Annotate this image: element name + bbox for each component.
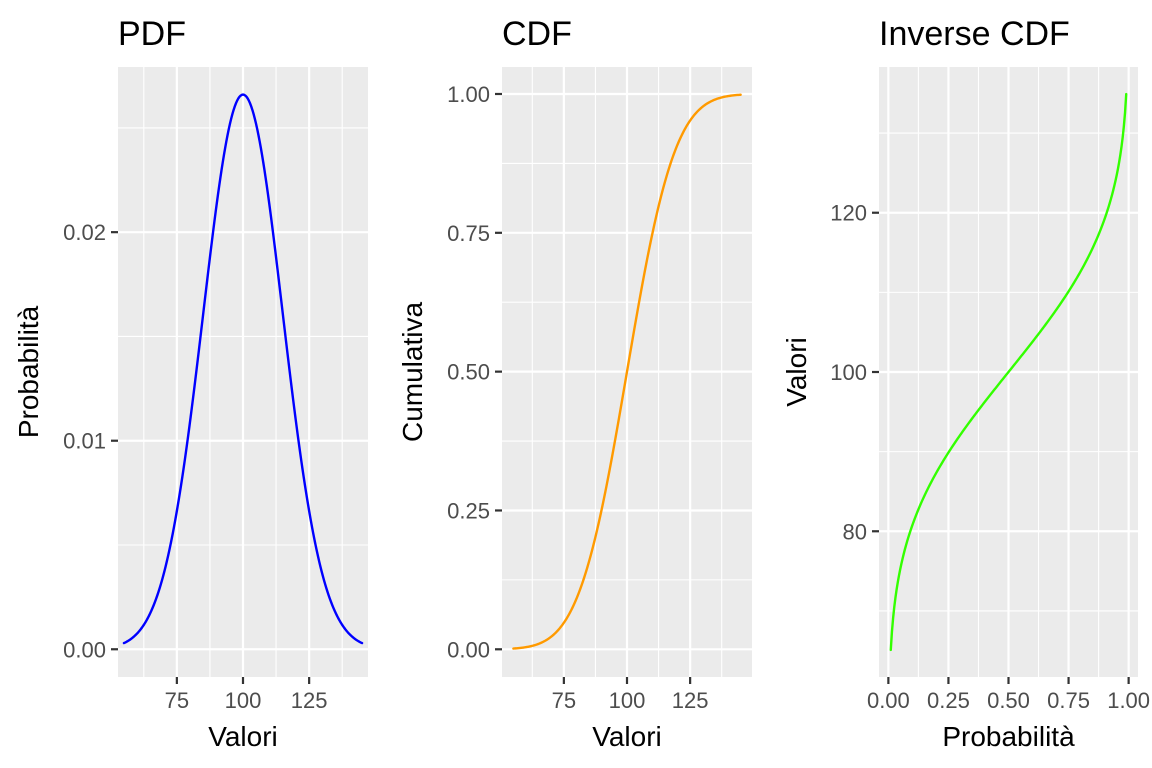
y-axis-title: Probabilità (13, 305, 44, 438)
panel-title: Inverse CDF (879, 15, 1070, 53)
y-tick-label: 80 (843, 519, 867, 544)
x-tick-label: 75 (165, 688, 189, 713)
y-tick-label: 0.50 (447, 360, 490, 385)
y-tick-label: 0.00 (63, 637, 106, 662)
x-tick-label: 0.50 (987, 688, 1030, 713)
y-tick-label: 0.01 (63, 429, 106, 454)
panel-title: PDF (118, 15, 186, 53)
panel-inverse-cdf: 0.00 0.25 0.50 0.75 1.00 80 100 120 Inverse CDF P… (781, 15, 1150, 752)
panel-pdf: 75 100 125 0.00 0.01 0.02 PDF Valori Probabilità (13, 15, 368, 752)
y-tick-label: 0.00 (447, 637, 490, 662)
x-axis-title: Valori (208, 721, 278, 752)
y-tick-label: 0.75 (447, 221, 490, 246)
x-axis-title: Valori (592, 721, 662, 752)
y-tick-label: 0.02 (63, 220, 106, 245)
y-axis-title: Valori (781, 337, 812, 407)
panel-cdf: 75 100 125 0.00 0.25 0.50 0.75 1.00 CDF Valori Cum… (397, 15, 752, 752)
x-tick-label: 125 (672, 688, 709, 713)
x-tick-label: 0.00 (867, 688, 910, 713)
x-tick-label: 100 (609, 688, 646, 713)
x-tick-label: 0.75 (1047, 688, 1090, 713)
x-tick-label: 0.25 (927, 688, 970, 713)
x-axis-title: Probabilità (942, 721, 1075, 752)
x-tick-label: 75 (552, 688, 576, 713)
x-tick-label: 1.00 (1107, 688, 1150, 713)
series-line-inverse-cdf (889, 92, 1128, 652)
x-tick-label: 125 (291, 688, 328, 713)
y-tick-label: 0.25 (447, 498, 490, 523)
y-tick-label: 100 (830, 360, 867, 385)
series-line-cdf (512, 93, 742, 650)
x-tick-label: 100 (225, 688, 262, 713)
panel-title: CDF (502, 15, 572, 53)
series-line-pdf (122, 93, 364, 645)
y-axis-title: Cumulativa (397, 302, 428, 442)
y-tick-label: 1.00 (447, 82, 490, 107)
y-tick-label: 120 (830, 201, 867, 226)
